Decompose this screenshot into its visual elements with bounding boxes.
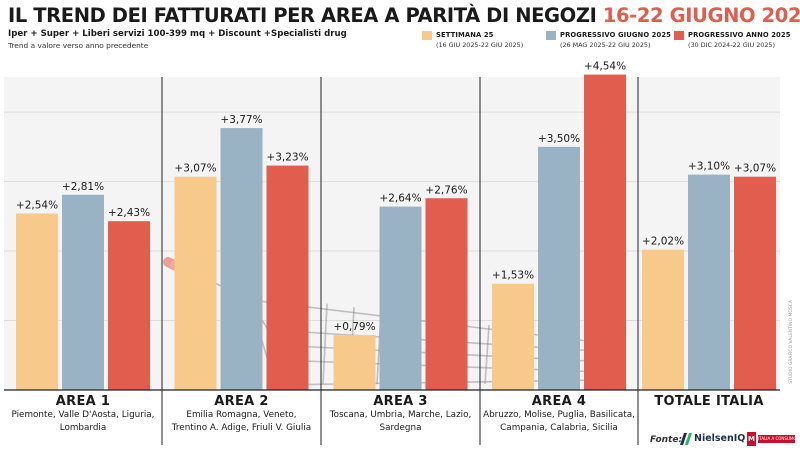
nielseniq-mark-icon [680, 433, 692, 445]
data-label-1-5: +2,02% [642, 236, 684, 248]
data-label-3-2: +3,23% [266, 152, 308, 164]
area-name-4: AREA 4 [531, 394, 587, 409]
area-name-total: TOTALE ITALIA [654, 394, 764, 409]
data-label-1-3: +0,79% [333, 321, 375, 333]
bar-1-2 [174, 176, 217, 390]
bar-2-2 [220, 128, 263, 390]
legend-label-week: SETTIMANA 25 [436, 31, 494, 39]
data-label-2-4: +3,50% [538, 133, 580, 145]
legend-sub-year: (30 DIC 2024-22 GIU 2025) [688, 41, 775, 49]
bar-3-4 [584, 74, 626, 390]
bar-1-4 [492, 283, 534, 390]
area-regions-4-line-2: Campania, Calabria, Sicilia [500, 423, 618, 433]
cart-outline [484, 325, 490, 385]
area-regions-1-line-2: Lombardia [59, 423, 107, 433]
nielseniq-name: NielsenIQ [694, 433, 746, 444]
graphic-credit: STUDIO GRAFICO VALENTINO MOSCA [789, 300, 794, 384]
bar-1-1 [16, 213, 58, 390]
data-label-3-4: +4,54% [584, 61, 626, 73]
area-name-2: AREA 2 [214, 394, 269, 409]
area-regions-3: Toscana, Umbria, Marche, Lazio, Sardegna [321, 409, 480, 435]
area-name-3: AREA 3 [373, 394, 428, 409]
title-main: IL TREND DEI FATTURATI PER AREA A PARITÀ… [8, 4, 597, 27]
bar-3-2 [266, 165, 309, 390]
data-label-1-4: +1,53% [492, 270, 534, 282]
area-regions-1: Piemonte, Valle D'Aosta, Liguria, Lombar… [4, 409, 162, 435]
bar-3-5 [734, 176, 776, 390]
title-date: 16-22 GIUGNO 2025 [602, 4, 800, 27]
area-regions-2-line-2: Trentino A. Adige, Friuli V. Giulia [171, 423, 312, 433]
data-label-2-3: +2,64% [379, 193, 421, 205]
area-name-1: AREA 1 [55, 394, 111, 409]
area-regions-3-line-1: Toscana, Umbria, Marche, Lazio, [329, 410, 472, 420]
chart-subtitle: Iper + Super + Liberi servizi 100-399 mq… [8, 29, 347, 39]
area-regions-2: Emilia Romagna, Veneto, Trentino A. Adig… [162, 409, 321, 435]
data-label-1-2: +3,07% [174, 163, 216, 175]
chart-note: Trend a valore verso anno precedente [8, 41, 149, 50]
bar-2-3 [379, 206, 422, 390]
area-regions-2-line-1: Emilia Romagna, Veneto, [186, 410, 297, 420]
area-regions-4: Abruzzo, Molise, Puglia, Basilicata, Cam… [480, 409, 638, 435]
legend-sub-week: (16 GIU 2025-22 GIU 2025) [436, 41, 524, 49]
data-label-2-2: +3,77% [220, 114, 262, 126]
legend-label-june: PROGRESSIVO GIUGNO 2025 [560, 31, 672, 39]
publisher-mark: M [747, 432, 756, 446]
area-regions-4-line-1: Abruzzo, Molise, Puglia, Basilicata, [483, 410, 635, 420]
bar-2-1 [62, 194, 104, 390]
chart-title: IL TREND DEI FATTURATI PER AREA A PARITÀ… [8, 4, 800, 27]
legend-swatch-week [422, 31, 432, 40]
bar-2-4 [538, 146, 580, 390]
bar-3-1 [108, 221, 150, 390]
bar-1-5 [642, 249, 684, 390]
data-label-2-1: +2,81% [62, 181, 104, 193]
data-label-3-1: +2,43% [108, 207, 150, 219]
legend-sub-june: (26 MAG 2025-22 GIU 2025) [560, 41, 651, 49]
data-label-2-5: +3,10% [688, 161, 730, 173]
area-regions-1-line-1: Piemonte, Valle D'Aosta, Liguria, [11, 410, 155, 420]
cart-outline [322, 303, 328, 385]
bar-2-5 [688, 174, 730, 390]
bar-3-3 [425, 198, 468, 390]
data-label-1-1: +2,54% [16, 200, 58, 212]
publisher-logo: M ITALIA A CONSUMO [747, 432, 795, 446]
publisher-name: ITALIA A CONSUMO [758, 435, 795, 443]
legend-label-year: PROGRESSIVO ANNO 2025 [688, 31, 791, 39]
bar-1-3 [333, 335, 376, 390]
source-label: Fonte: [650, 435, 683, 445]
legend-swatch-year [674, 31, 684, 40]
area-regions-3-line-2: Sardegna [379, 423, 422, 433]
data-label-3-5: +3,07% [734, 163, 776, 175]
data-label-3-3: +2,76% [425, 184, 467, 196]
legend-swatch-june [546, 31, 556, 40]
